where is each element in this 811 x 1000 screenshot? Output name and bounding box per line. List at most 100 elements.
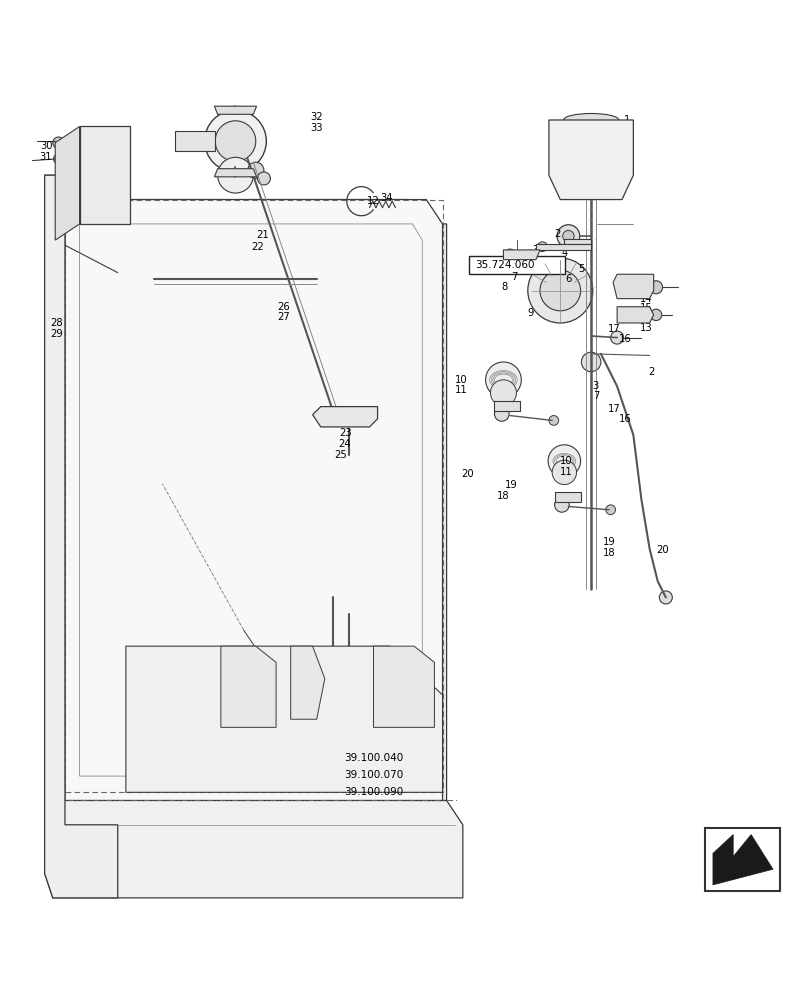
Polygon shape <box>548 120 633 200</box>
Circle shape <box>342 607 355 620</box>
Circle shape <box>659 591 672 604</box>
Circle shape <box>54 154 63 164</box>
Ellipse shape <box>232 735 271 760</box>
Circle shape <box>169 775 179 785</box>
Circle shape <box>79 451 96 468</box>
Ellipse shape <box>342 416 354 422</box>
Text: 4: 4 <box>561 248 568 258</box>
Polygon shape <box>126 646 442 792</box>
Ellipse shape <box>163 735 202 760</box>
Circle shape <box>383 855 396 868</box>
Text: 39.100.070: 39.100.070 <box>344 770 403 780</box>
Circle shape <box>339 446 358 465</box>
Polygon shape <box>118 200 426 273</box>
Circle shape <box>217 157 253 193</box>
Circle shape <box>649 281 662 294</box>
Text: 9: 9 <box>527 308 534 318</box>
Circle shape <box>140 272 160 291</box>
Circle shape <box>339 738 358 757</box>
Circle shape <box>137 775 147 785</box>
Text: 34: 34 <box>380 193 392 203</box>
Ellipse shape <box>563 113 618 126</box>
Circle shape <box>139 855 152 868</box>
Circle shape <box>329 411 349 430</box>
Text: 2: 2 <box>647 367 654 377</box>
Text: 19: 19 <box>602 537 615 547</box>
Bar <box>339 766 444 783</box>
Circle shape <box>318 855 331 868</box>
Circle shape <box>334 416 344 425</box>
Circle shape <box>53 137 64 148</box>
Text: 22: 22 <box>251 242 264 252</box>
Text: 18: 18 <box>496 491 509 501</box>
Circle shape <box>332 775 341 785</box>
Text: 30: 30 <box>41 141 53 151</box>
Circle shape <box>429 775 439 785</box>
Polygon shape <box>221 646 276 727</box>
Circle shape <box>548 416 558 425</box>
Text: 10: 10 <box>560 456 573 466</box>
Circle shape <box>303 735 329 761</box>
Text: 39.100.040: 39.100.040 <box>344 753 403 763</box>
Text: 28: 28 <box>55 157 68 167</box>
Circle shape <box>397 775 406 785</box>
Circle shape <box>202 775 212 785</box>
Text: 7: 7 <box>510 272 517 282</box>
Text: 27: 27 <box>277 312 290 322</box>
Circle shape <box>581 352 600 372</box>
Circle shape <box>204 110 266 172</box>
Text: 17: 17 <box>607 324 620 334</box>
Circle shape <box>49 234 62 247</box>
Polygon shape <box>373 646 434 727</box>
Circle shape <box>537 242 547 252</box>
Polygon shape <box>214 169 256 177</box>
Text: 23: 23 <box>339 428 352 438</box>
Text: 12: 12 <box>367 196 380 206</box>
Text: 8: 8 <box>501 282 508 292</box>
Text: 11: 11 <box>560 467 573 477</box>
Circle shape <box>371 740 388 756</box>
Text: 21: 21 <box>341 407 354 417</box>
Polygon shape <box>290 646 324 719</box>
Polygon shape <box>45 800 462 898</box>
Circle shape <box>188 855 201 868</box>
Text: 5: 5 <box>577 264 584 274</box>
Text: 2: 2 <box>553 229 560 239</box>
Text: 15: 15 <box>639 303 652 313</box>
Text: 11: 11 <box>454 385 467 395</box>
Circle shape <box>267 775 277 785</box>
Polygon shape <box>712 835 772 885</box>
Text: 14: 14 <box>639 294 652 304</box>
Circle shape <box>260 271 276 287</box>
Ellipse shape <box>79 842 96 865</box>
Ellipse shape <box>342 422 354 429</box>
Polygon shape <box>564 239 590 244</box>
Text: 25: 25 <box>334 450 347 460</box>
Circle shape <box>539 270 580 311</box>
Ellipse shape <box>342 407 354 414</box>
Circle shape <box>610 331 623 344</box>
Polygon shape <box>45 175 118 898</box>
Polygon shape <box>406 200 446 800</box>
Circle shape <box>247 162 264 178</box>
Ellipse shape <box>116 524 140 557</box>
Circle shape <box>605 505 615 515</box>
Text: 6: 6 <box>564 274 571 284</box>
Circle shape <box>401 740 418 756</box>
Text: 1: 1 <box>623 115 629 125</box>
Text: 10: 10 <box>454 375 467 385</box>
Polygon shape <box>535 244 590 250</box>
Bar <box>339 749 444 766</box>
Polygon shape <box>55 126 79 240</box>
Text: 28: 28 <box>50 318 63 328</box>
Text: 39.100.090: 39.100.090 <box>344 787 403 797</box>
Text: 24: 24 <box>337 439 350 449</box>
Circle shape <box>556 225 579 247</box>
Circle shape <box>554 498 569 512</box>
Polygon shape <box>65 200 442 800</box>
Ellipse shape <box>241 315 303 392</box>
Circle shape <box>547 445 580 477</box>
Circle shape <box>485 362 521 398</box>
Text: 20: 20 <box>655 545 668 555</box>
Polygon shape <box>616 307 653 323</box>
